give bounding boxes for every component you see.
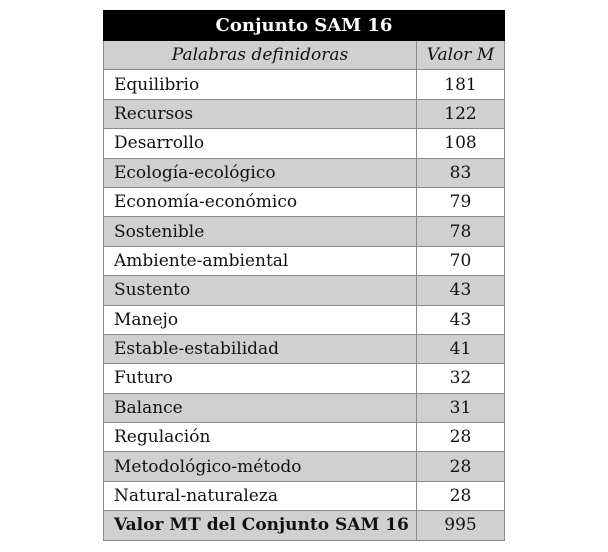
word-cell: Balance (103, 392, 417, 424)
header-value: Valor M (416, 39, 505, 71)
sam-table: Conjunto SAM 16 Palabras definidoras Val… (103, 10, 505, 541)
table-title: Conjunto SAM 16 (103, 10, 505, 41)
header-words: Palabras definidoras (103, 39, 417, 71)
total-row: Valor MT del Conjunto SAM 16 995 (103, 510, 505, 541)
value-cell: 122 (416, 98, 505, 130)
table-row: Balance 31 (103, 392, 505, 424)
value-cell: 41 (416, 333, 505, 365)
word-cell: Regulación (103, 422, 417, 453)
word-cell: Estable-estabilidad (103, 333, 417, 365)
table-row: Manejo 43 (103, 304, 505, 335)
value-cell: 108 (416, 128, 505, 159)
total-label: Valor MT del Conjunto SAM 16 (103, 510, 417, 541)
value-cell: 83 (416, 157, 505, 188)
value-cell: 31 (416, 392, 505, 424)
total-value: 995 (416, 510, 505, 541)
table-row: Natural-naturaleza 28 (103, 480, 505, 512)
table-row: Sostenible 78 (103, 216, 505, 247)
table-row: Ambiente-ambiental 70 (103, 245, 505, 277)
value-cell: 79 (416, 186, 505, 218)
word-cell: Sustento (103, 275, 417, 306)
word-cell: Recursos (103, 98, 417, 130)
table-row: Sustento 43 (103, 275, 505, 306)
word-cell: Futuro (103, 363, 417, 394)
value-cell: 78 (416, 216, 505, 247)
word-cell: Sostenible (103, 216, 417, 247)
word-cell: Desarrollo (103, 128, 417, 159)
table-row: Economía-económico 79 (103, 186, 505, 218)
value-cell: 43 (416, 275, 505, 306)
value-cell: 70 (416, 245, 505, 277)
value-cell: 43 (416, 304, 505, 335)
table-row: Equilibrio 181 (103, 69, 505, 100)
table-row: Desarrollo 108 (103, 128, 505, 159)
table-row: Ecología-ecológico 83 (103, 157, 505, 188)
value-cell: 181 (416, 69, 505, 100)
table-row: Futuro 32 (103, 363, 505, 394)
table-row: Metodológico-método 28 (103, 451, 505, 482)
word-cell: Economía-económico (103, 186, 417, 218)
value-cell: 28 (416, 451, 505, 482)
value-cell: 32 (416, 363, 505, 394)
word-cell: Equilibrio (103, 69, 417, 100)
word-cell: Ecología-ecológico (103, 157, 417, 188)
word-cell: Natural-naturaleza (103, 480, 417, 512)
word-cell: Manejo (103, 304, 417, 335)
value-cell: 28 (416, 422, 505, 453)
word-cell: Metodológico-método (103, 451, 417, 482)
table-row: Estable-estabilidad 41 (103, 333, 505, 365)
value-cell: 28 (416, 480, 505, 512)
table-row: Recursos 122 (103, 98, 505, 130)
table-row: Regulación 28 (103, 422, 505, 453)
word-cell: Ambiente-ambiental (103, 245, 417, 277)
